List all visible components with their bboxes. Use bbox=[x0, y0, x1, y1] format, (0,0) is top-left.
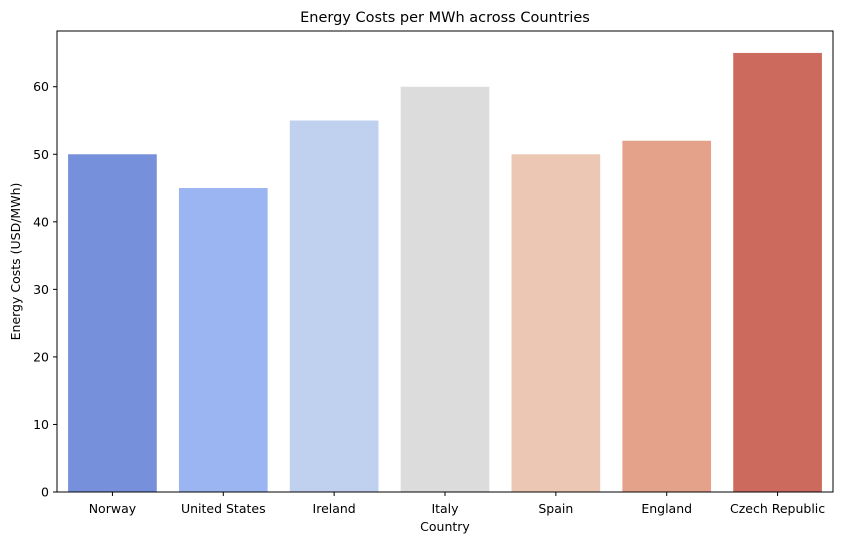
chart-title: Energy Costs per MWh across Countries bbox=[300, 10, 590, 26]
bar-norway bbox=[68, 154, 157, 492]
plot-area bbox=[68, 52, 822, 493]
bar-czech-republic bbox=[733, 52, 822, 492]
x-axis-ticks: Norway United States Ireland Italy Spain Engl… bbox=[89, 492, 825, 516]
x-tick-label: England bbox=[641, 501, 692, 516]
y-axis-label: Energy Costs (USD/MWh) bbox=[8, 183, 23, 341]
bar-england bbox=[622, 140, 712, 492]
y-tick-label: 20 bbox=[33, 349, 49, 364]
y-tick-label: 10 bbox=[33, 417, 49, 432]
x-tick-label: Norway bbox=[89, 501, 137, 516]
y-tick-label: 50 bbox=[33, 147, 49, 162]
x-tick-label: Czech Republic bbox=[730, 501, 825, 516]
x-tick-label: Ireland bbox=[313, 501, 356, 516]
bar-spain bbox=[511, 154, 601, 492]
bar-united-states bbox=[178, 188, 268, 493]
y-tick-label: 0 bbox=[41, 485, 49, 500]
bar-ireland bbox=[289, 120, 379, 492]
x-tick-label: Italy bbox=[431, 501, 459, 516]
x-tick-label: Spain bbox=[538, 501, 573, 516]
y-tick-label: 30 bbox=[33, 282, 49, 297]
y-tick-label: 40 bbox=[33, 214, 49, 229]
y-axis-ticks: 0 10 20 30 40 50 60 bbox=[33, 79, 57, 500]
x-tick-label: United States bbox=[181, 501, 266, 516]
x-axis-label: Country bbox=[420, 519, 470, 534]
y-tick-label: 60 bbox=[33, 79, 49, 94]
bar-italy bbox=[400, 86, 490, 492]
